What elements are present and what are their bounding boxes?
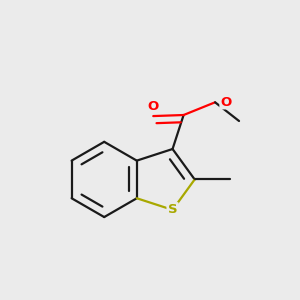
Text: S: S [168,203,177,216]
Text: O: O [220,96,231,109]
Text: O: O [148,100,159,113]
